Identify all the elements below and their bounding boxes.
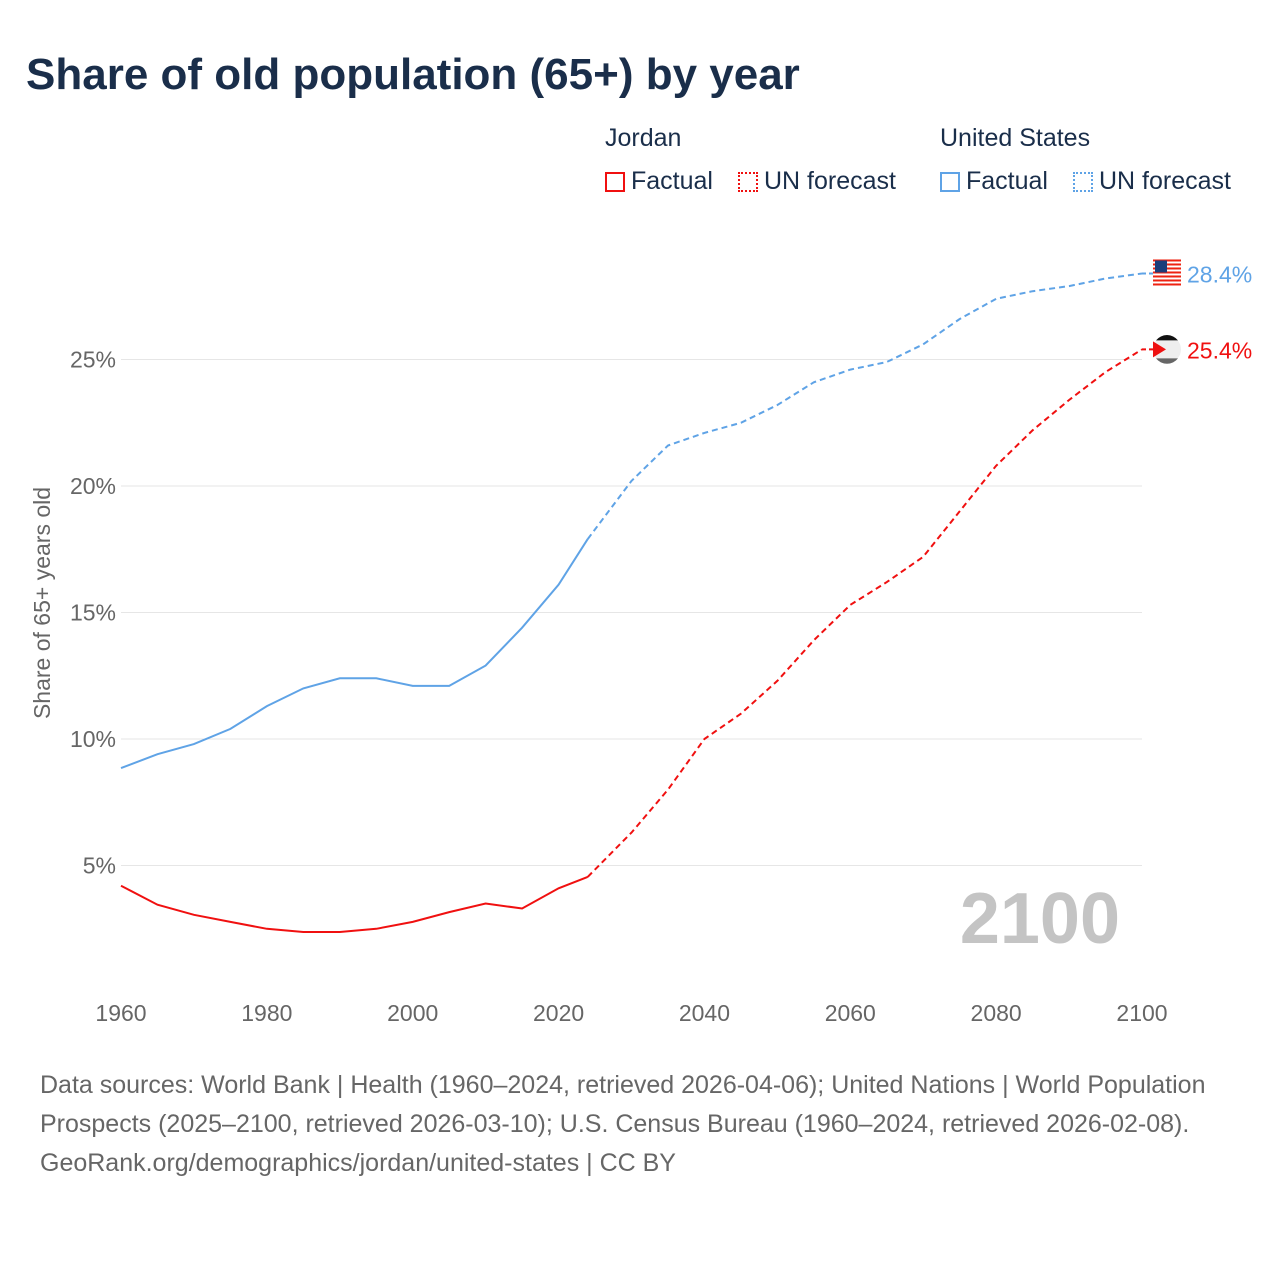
- legend-jordan-title: Jordan: [605, 124, 682, 152]
- series-line-forecast: [586, 272, 1143, 540]
- source-note: Data sources: World Bank | Health (1960–…: [40, 1066, 1240, 1183]
- series-line-factual: [120, 875, 589, 933]
- jordan-flag-red: [1153, 341, 1166, 358]
- legend-us-title: United States: [940, 124, 1091, 152]
- plot-area: 2100 Share of 65+ years old 5% 10% 15% 20% 2…: [29, 259, 1252, 1026]
- y-tick-label: 15%: [70, 600, 116, 626]
- us-flag-canton: [1155, 260, 1167, 273]
- jordan-flag-gray: [1156, 358, 1178, 364]
- solid-swatch-icon: [605, 171, 625, 192]
- end-value-label: 28.4%: [1187, 261, 1252, 287]
- legend-label: UN forecast: [1099, 167, 1231, 195]
- x-tick-label: 2080: [971, 1000, 1022, 1026]
- jordan-flag-icon: [1153, 335, 1181, 364]
- dotted-swatch-icon: [1073, 171, 1093, 192]
- chart-title: Share of old population (65+) by year: [26, 50, 800, 99]
- source-text: Data sources: World Bank | Health (1960–…: [40, 1071, 1206, 1138]
- us-flag-stripe: [1153, 279, 1181, 282]
- x-tick-label: 2100: [1116, 1000, 1167, 1026]
- y-tick-label: 5%: [83, 853, 116, 879]
- x-tick-label: 2040: [679, 1000, 730, 1026]
- x-tick-label: 2060: [825, 1000, 876, 1026]
- x-tick-label: 1960: [95, 1000, 146, 1026]
- y-tick-label: 25%: [70, 347, 116, 373]
- series-line-factual: [120, 538, 589, 770]
- us-flag-stripe: [1153, 283, 1181, 286]
- legend-us-forecast[interactable]: UN forecast: [1073, 167, 1231, 196]
- series-line-forecast: [586, 348, 1143, 878]
- year-watermark: 2100: [960, 879, 1120, 959]
- us-flag-stripe: [1153, 275, 1181, 278]
- jordan-flag-black: [1156, 335, 1178, 341]
- legend-jordan-forecast[interactable]: UN forecast: [738, 167, 896, 196]
- legend-label: UN forecast: [764, 167, 896, 195]
- legend-label: Factual: [966, 167, 1048, 195]
- legend-jordan-factual[interactable]: Factual: [605, 167, 713, 196]
- legend-us-factual[interactable]: Factual: [940, 167, 1048, 196]
- y-tick-label: 20%: [70, 473, 116, 499]
- solid-swatch-icon: [940, 171, 960, 192]
- x-tick-label: 1980: [241, 1000, 292, 1026]
- y-axis-label: Share of 65+ years old: [29, 487, 55, 719]
- end-value-label: 25.4%: [1187, 337, 1252, 363]
- x-tick-label: 2020: [533, 1000, 584, 1026]
- credit-link[interactable]: GeoRank.org/demographics/jordan/united-s…: [40, 1149, 676, 1177]
- dotted-swatch-icon: [738, 171, 758, 192]
- y-tick-label: 10%: [70, 726, 116, 752]
- x-tick-label: 2000: [387, 1000, 438, 1026]
- legend-label: Factual: [631, 167, 713, 195]
